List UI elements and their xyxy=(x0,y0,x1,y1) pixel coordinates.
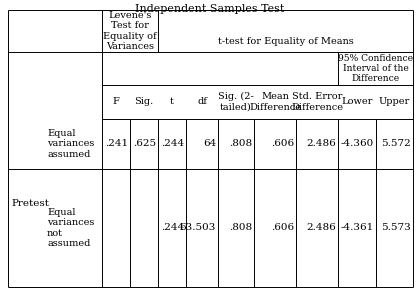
Text: .244: .244 xyxy=(161,224,184,233)
Text: t-test for Equality of Means: t-test for Equality of Means xyxy=(218,37,353,47)
Text: 2.486: 2.486 xyxy=(306,140,336,148)
Text: df: df xyxy=(197,97,207,107)
Text: Sig. (2-
tailed): Sig. (2- tailed) xyxy=(218,92,254,112)
Text: .808: .808 xyxy=(229,224,252,233)
Text: 64: 64 xyxy=(203,140,216,148)
Text: 2.486: 2.486 xyxy=(306,224,336,233)
Text: .625: .625 xyxy=(133,140,156,148)
Text: -4.361: -4.361 xyxy=(341,224,374,233)
Text: 63.503: 63.503 xyxy=(180,224,216,233)
Text: Upper: Upper xyxy=(379,97,410,107)
Text: .808: .808 xyxy=(229,140,252,148)
Text: F: F xyxy=(113,97,119,107)
Text: .606: .606 xyxy=(271,224,294,233)
Text: 5.573: 5.573 xyxy=(381,224,411,233)
Text: Std. Error
Difference: Std. Error Difference xyxy=(291,92,343,112)
Text: t: t xyxy=(170,97,174,107)
Text: -4.360: -4.360 xyxy=(341,140,374,148)
Text: Mean
Difference: Mean Difference xyxy=(249,92,301,112)
Text: 95% Confidence
Interval of the
Difference: 95% Confidence Interval of the Differenc… xyxy=(338,53,413,83)
Text: .606: .606 xyxy=(271,140,294,148)
Text: Levene's
Test for
Equality of
Variances: Levene's Test for Equality of Variances xyxy=(103,11,157,51)
Text: .241: .241 xyxy=(105,140,128,148)
Text: Equal
variances
not
assumed: Equal variances not assumed xyxy=(47,208,94,248)
Text: Pretest: Pretest xyxy=(11,198,49,208)
Text: Sig.: Sig. xyxy=(134,97,154,107)
Text: .244: .244 xyxy=(161,140,184,148)
Text: Independent Samples Test: Independent Samples Test xyxy=(135,4,285,14)
Text: Equal
variances
assumed: Equal variances assumed xyxy=(47,129,94,159)
Text: Lower: Lower xyxy=(341,97,373,107)
Text: 5.572: 5.572 xyxy=(381,140,411,148)
